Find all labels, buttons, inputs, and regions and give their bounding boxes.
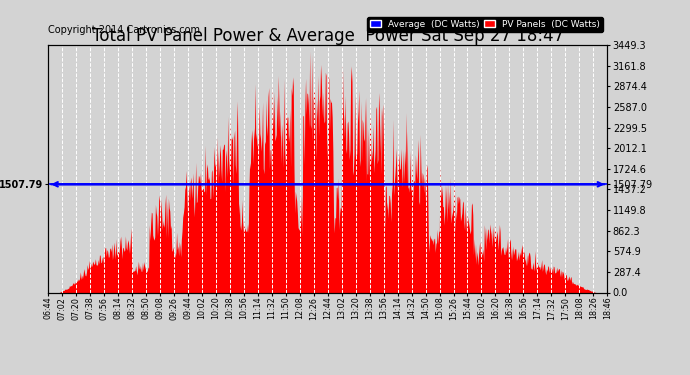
Text: Copyright 2014 Cartronics.com: Copyright 2014 Cartronics.com [48, 25, 200, 35]
Title: Total PV Panel Power & Average  Power Sat Sep 27 18:47: Total PV Panel Power & Average Power Sat… [92, 27, 564, 45]
Legend: Average  (DC Watts), PV Panels  (DC Watts): Average (DC Watts), PV Panels (DC Watts) [367, 17, 602, 32]
